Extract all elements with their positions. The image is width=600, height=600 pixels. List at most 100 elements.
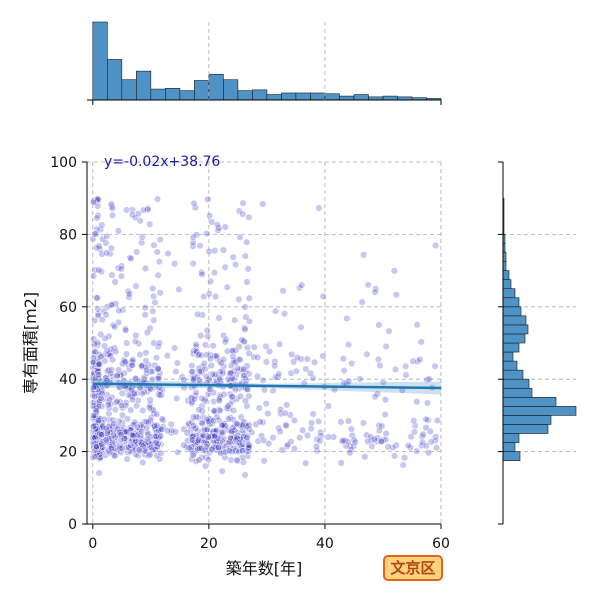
scatter-point <box>379 378 387 386</box>
scatter-point <box>222 439 230 447</box>
scatter-point <box>107 369 115 378</box>
scatter-point <box>98 440 106 448</box>
scatter-point <box>198 394 206 402</box>
scatter-point <box>195 456 203 464</box>
scatter-point <box>382 436 390 444</box>
scatter-point <box>109 211 117 219</box>
scatter-point <box>419 430 427 438</box>
scatter-point <box>155 258 163 266</box>
scatter-point <box>242 313 250 321</box>
scatter-point <box>316 428 325 436</box>
scatter-point <box>245 213 253 221</box>
scatter-point <box>276 340 284 348</box>
y-hist-bar <box>502 288 516 299</box>
scatter-point <box>97 353 105 361</box>
scatter-point <box>97 394 105 402</box>
scatter-point <box>198 419 206 427</box>
scatter-point <box>96 454 104 462</box>
scatter-point <box>91 434 99 442</box>
scatter-point <box>204 195 212 203</box>
scatter-point <box>264 410 272 418</box>
scatter-point <box>105 447 113 455</box>
scatter-point <box>123 455 131 463</box>
scatter-point <box>141 264 150 273</box>
scatter-point <box>94 305 102 313</box>
scatter-point <box>139 206 148 214</box>
scatter-point <box>364 437 372 445</box>
scatter-point <box>189 413 198 421</box>
scatter-point <box>103 249 111 257</box>
scatter-point <box>152 354 160 362</box>
scatter-point <box>189 239 197 247</box>
scatter-point <box>156 391 164 399</box>
scatter-point <box>423 399 432 407</box>
scatter-point <box>378 422 386 430</box>
scatter-point <box>433 444 441 452</box>
scatter-point <box>265 347 274 355</box>
scatter-point <box>158 425 166 433</box>
scatter-point <box>343 314 351 322</box>
scatter-point <box>108 204 117 212</box>
scatter-point <box>219 370 227 378</box>
scatter-point <box>153 421 161 429</box>
scatter-point <box>205 290 213 298</box>
scatter-point <box>95 266 103 274</box>
scatter-point <box>170 344 179 352</box>
scatter-point <box>290 416 299 424</box>
scatter-point <box>195 351 203 359</box>
scatter-point <box>402 371 410 379</box>
scatter-point <box>128 206 136 214</box>
scatter-point <box>141 451 149 459</box>
scatter-point <box>350 436 358 444</box>
scatter-point <box>92 294 101 302</box>
scatter-point <box>360 251 368 259</box>
scatter-point <box>132 332 140 340</box>
scatter-point <box>132 437 140 445</box>
scatter-point <box>241 325 249 333</box>
scatter-point <box>125 290 133 298</box>
scatter-point <box>210 407 218 415</box>
scatter-point <box>144 418 152 426</box>
scatter-point <box>91 453 99 461</box>
scatter-point <box>296 434 304 442</box>
scatter-point <box>376 361 384 369</box>
scatter-point <box>198 444 206 452</box>
scatter-point <box>98 423 106 431</box>
scatter-point <box>150 241 158 249</box>
scatter-point <box>207 354 215 363</box>
scatter-point <box>117 436 125 444</box>
scatter-point <box>433 416 441 425</box>
scatter-point <box>167 429 175 437</box>
scatter-point <box>138 239 146 247</box>
scatter-point <box>303 355 311 363</box>
scatter-point <box>118 411 127 419</box>
scatter-point <box>151 446 159 454</box>
scatter-point <box>416 355 424 364</box>
scatter-point <box>288 350 296 358</box>
scatter-point <box>422 415 430 423</box>
scatter-point <box>238 447 247 455</box>
scatter-point <box>337 459 345 467</box>
scatter-point <box>399 461 407 469</box>
scatter-point <box>189 451 197 459</box>
scatter-point <box>119 306 127 314</box>
scatter-point <box>148 375 156 383</box>
scatter-point <box>348 359 356 367</box>
scatter-point <box>240 371 248 379</box>
scatter-point <box>245 444 253 452</box>
scatter-point <box>143 424 151 432</box>
scatter-point <box>254 437 262 445</box>
scatter-point <box>133 248 141 256</box>
scatter-point <box>202 373 210 381</box>
scatter-point <box>324 433 332 441</box>
scatter-point <box>101 334 109 342</box>
y-tick-label: 100 <box>50 155 77 171</box>
scatter-point <box>154 365 162 373</box>
scatter-point <box>306 369 315 377</box>
scatter-point <box>134 210 143 218</box>
scatter-point <box>106 250 114 258</box>
ward-badge: 文京区 <box>383 555 443 581</box>
scatter-point <box>239 199 247 207</box>
scatter-point <box>422 424 430 432</box>
scatter-point <box>145 451 153 460</box>
